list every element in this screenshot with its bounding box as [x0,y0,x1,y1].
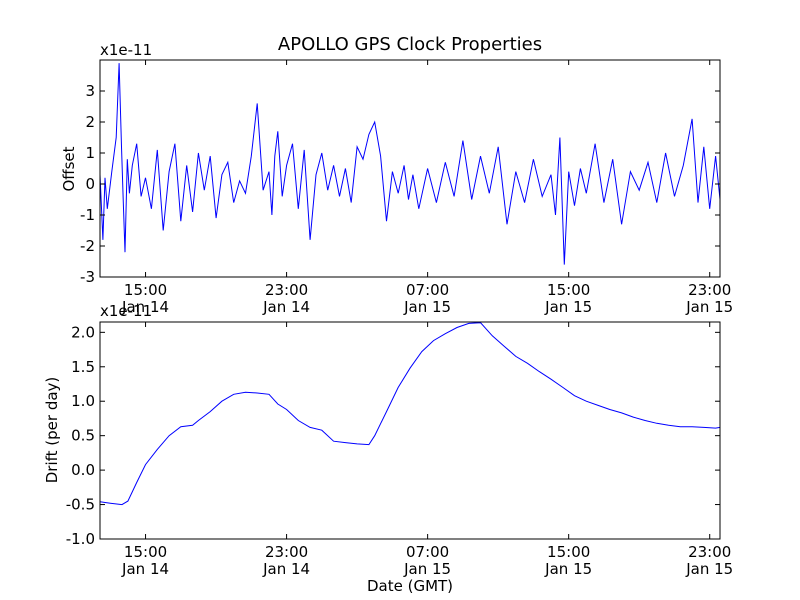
drift-series [99,322,721,506]
bot-y-tick-label: 1.0 [71,392,95,410]
bot-x-tick-date: Jan 15 [544,560,592,578]
top-y-tick-label: 2 [85,113,95,131]
bot-x-tick-date: Jan 15 [685,560,733,578]
drift-panel: x1e-11 -1.0-0.50.00.51.01.52.0 15:00Jan … [43,302,733,595]
bot-y-tick-label: 1.5 [71,358,95,376]
top-series-line [99,63,721,265]
offset-series [99,63,721,265]
drift-plot-frame [99,321,721,540]
bot-x-tick-time: 23:00 [688,543,731,561]
bot-x-tick-time: 23:00 [265,543,308,561]
top-y-tick-label: -3 [80,268,95,286]
bot-y-tick-label: 2.0 [71,323,95,341]
bot-series-line [99,322,721,506]
top-x-tick-time: 07:00 [406,281,449,299]
top-y-tick-label: -2 [80,237,95,255]
chart-title: APOLLO GPS Clock Properties [278,34,542,55]
bot-x-tick-date: Jan 15 [403,560,451,578]
top-y-tick-label: -1 [80,206,95,224]
top-x-tick-date: Jan 15 [544,298,592,316]
offset-scale-label: x1e-11 [100,41,152,59]
offset-plot-frame [99,59,721,278]
top-y-tick-label: 1 [85,144,95,162]
top-x-tick-time: 15:00 [124,281,167,299]
bot-x-tick-time: 15:00 [124,543,167,561]
top-x-tick-time: 23:00 [688,281,731,299]
top-x-tick-date: Jan 14 [121,298,169,316]
bot-x-tick-date: Jan 14 [262,560,310,578]
x-axis-label: Date (GMT) [367,577,453,595]
offset-y-ticks: -3 -2 -1 0 1 2 3 [80,82,720,286]
top-x-tick-time: 15:00 [547,281,590,299]
top-x-tick-time: 23:00 [265,281,308,299]
bot-x-tick-time: 15:00 [547,543,590,561]
drift-y-ticks: -1.0 -0.5 0.0 0.5 1.0 1.5 2.0 [66,323,720,548]
bot-y-tick-label: 0.0 [71,461,95,479]
bot-y-tick-label: -1.0 [66,530,95,548]
top-x-tick-date: Jan 15 [685,298,733,316]
bot-y-tick-label: -0.5 [66,496,95,514]
offset-y-axis-label: Offset [60,146,78,191]
bot-x-tick-date: Jan 14 [121,560,169,578]
drift-scale-label: x1e-11 [100,302,152,320]
top-x-tick-date: Jan 15 [403,298,451,316]
drift-y-axis-label: Drift (per day) [43,377,61,484]
bot-y-tick-label: 0.5 [71,427,95,445]
top-x-tick-date: Jan 14 [262,298,310,316]
top-y-tick-label: 0 [85,175,95,193]
top-y-tick-label: 3 [85,82,95,100]
bot-x-tick-time: 07:00 [406,543,449,561]
